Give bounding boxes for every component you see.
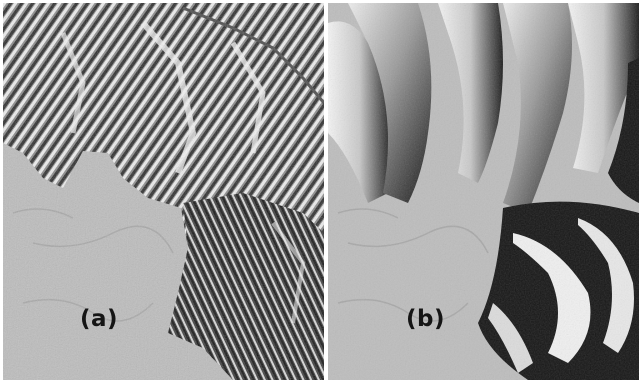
panel-a-terrain-image — [3, 3, 324, 380]
panel-a-detailed-hillshade: (a) — [3, 3, 324, 380]
panel-b-label: (b) — [406, 306, 445, 332]
panel-b-generalized-hillshade: (b) — [328, 3, 639, 380]
panel-divider — [324, 0, 328, 381]
panel-b-terrain-image — [328, 3, 639, 380]
panel-a-label: (a) — [80, 306, 119, 332]
